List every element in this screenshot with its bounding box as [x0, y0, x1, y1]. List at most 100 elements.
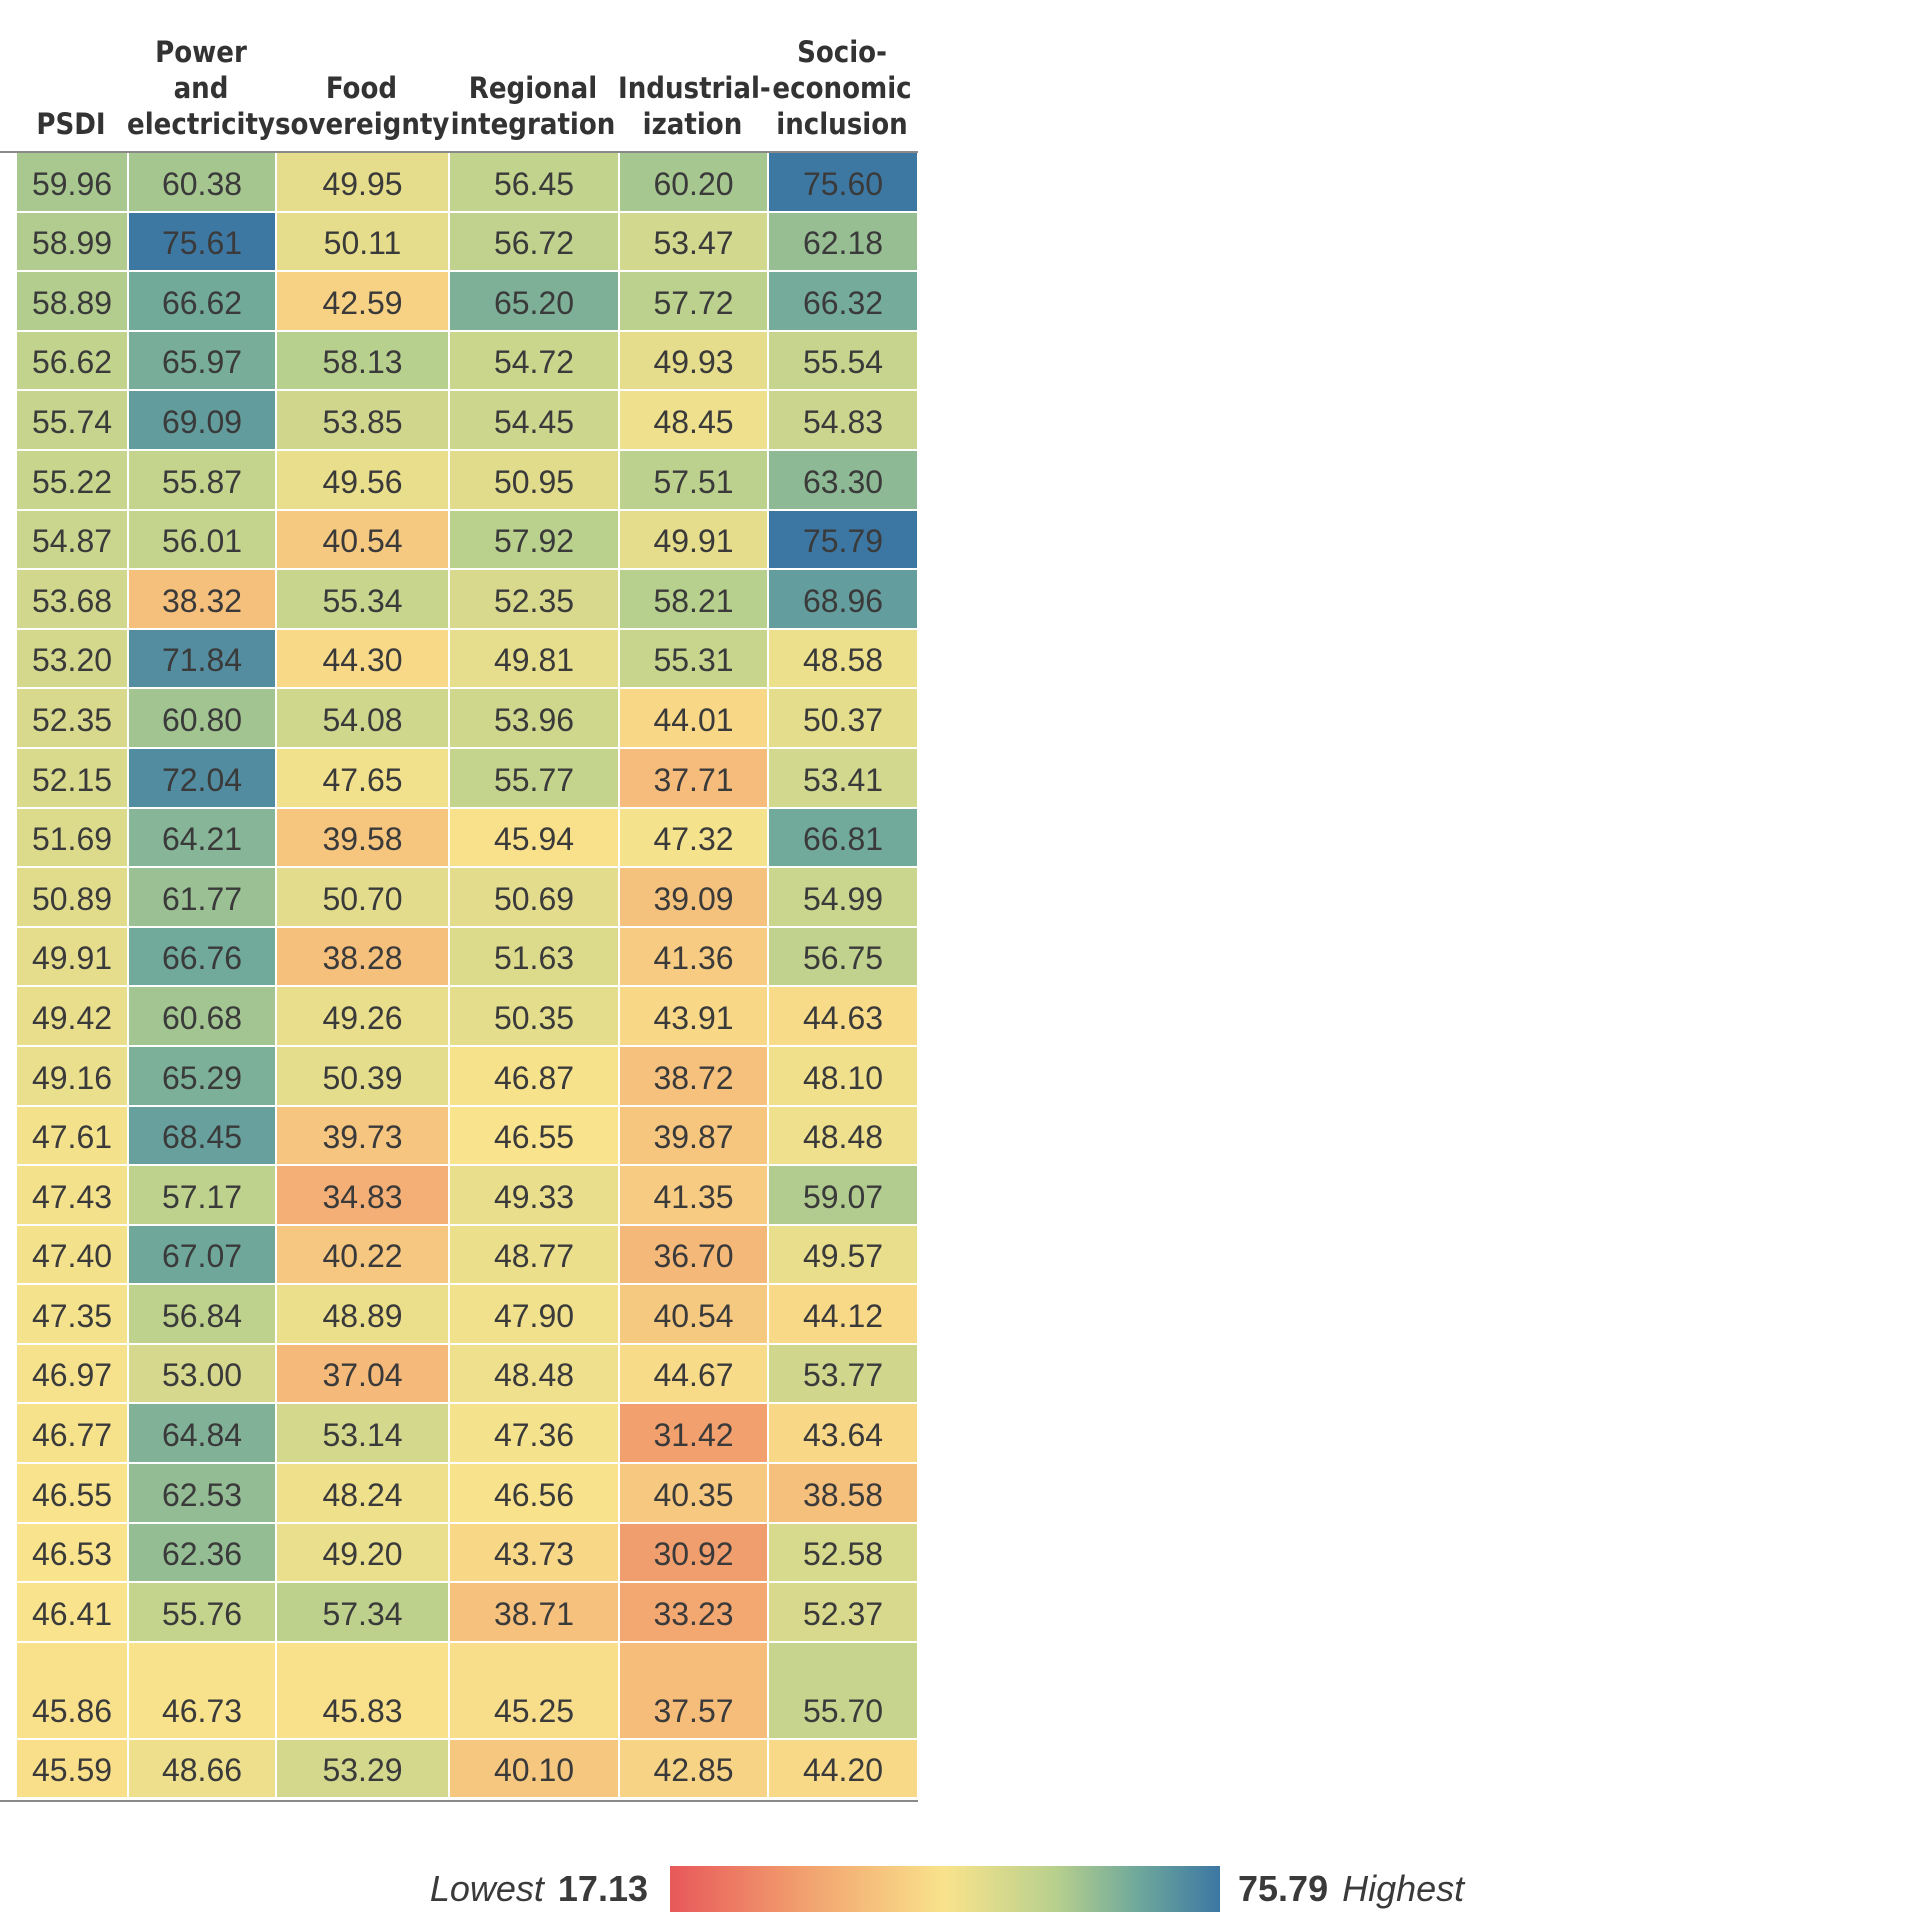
heat-cell: 39.09 — [618, 868, 767, 928]
table-row: 47.35 56.84 48.89 47.90 40.54 44.12 — [0, 1285, 918, 1345]
heat-cell: 68.96 — [767, 570, 917, 630]
heat-cell: 64.21 — [127, 808, 275, 869]
heat-cell: 47.65 — [275, 748, 448, 809]
heat-cell: 45.86 — [15, 1642, 127, 1740]
heat-cell: 30.92 — [618, 1523, 767, 1584]
heat-cell: 46.56 — [448, 1464, 618, 1524]
column-header-3: Regional integration — [450, 71, 616, 141]
heat-cell: 49.93 — [618, 331, 767, 392]
heat-cell: 44.67 — [618, 1344, 767, 1405]
heat-cell: 52.37 — [767, 1583, 917, 1643]
heat-cell: 53.77 — [767, 1344, 917, 1405]
legend-high-value: 75.79 — [1238, 1868, 1329, 1909]
heat-cell: 48.10 — [767, 1046, 917, 1107]
heat-cell: 48.77 — [448, 1225, 618, 1286]
table-row: 53.68 38.32 55.34 52.35 58.21 68.96 — [0, 570, 918, 630]
heat-cell: 55.77 — [448, 748, 618, 809]
heat-cell: 44.12 — [767, 1285, 917, 1345]
heat-cell: 45.25 — [448, 1642, 618, 1740]
heat-cell: 47.36 — [448, 1404, 618, 1465]
table-row: 56.62 65.97 58.13 54.72 49.93 55.54 — [0, 331, 918, 392]
heat-cell: 55.87 — [127, 450, 275, 511]
heat-cell: 63.30 — [767, 450, 917, 511]
legend-high-label: Highest — [1342, 1868, 1465, 1909]
heat-cell: 59.96 — [15, 153, 127, 213]
heat-cell: 68.45 — [127, 1106, 275, 1167]
heat-cell: 49.56 — [275, 450, 448, 511]
heat-cell: 49.26 — [275, 987, 448, 1047]
heat-cell: 49.20 — [275, 1523, 448, 1584]
table-row: 55.74 69.09 53.85 54.45 48.45 54.83 — [0, 391, 918, 451]
heat-cell: 45.59 — [15, 1739, 127, 1800]
heat-cell: 55.70 — [767, 1642, 917, 1740]
table-row: 58.99 75.61 50.11 56.72 53.47 62.18 — [0, 212, 918, 273]
heat-cell: 54.87 — [15, 510, 127, 571]
heat-cell: 62.18 — [767, 212, 917, 273]
heat-cell: 57.72 — [618, 272, 767, 332]
heat-cell: 50.70 — [275, 868, 448, 928]
heat-cell: 49.81 — [448, 629, 618, 690]
heat-cell: 38.28 — [275, 927, 448, 988]
heat-cell: 40.10 — [448, 1739, 618, 1800]
heat-cell: 47.35 — [15, 1285, 127, 1345]
table-row: 45.59 48.66 53.29 40.10 42.85 44.20 — [0, 1739, 918, 1800]
heat-cell: 38.72 — [618, 1046, 767, 1107]
heat-cell: 41.36 — [618, 927, 767, 988]
heat-cell: 53.41 — [767, 748, 917, 809]
heat-cell: 48.48 — [448, 1344, 618, 1405]
heat-cell: 55.34 — [275, 570, 448, 630]
heat-cell: 54.08 — [275, 689, 448, 749]
heat-cell: 47.43 — [15, 1166, 127, 1226]
color-scale-legend: Lowest 17.13 75.79 Highest — [0, 1860, 1920, 1920]
table-row: 49.42 60.68 49.26 50.35 43.91 44.63 — [0, 987, 918, 1047]
heat-cell: 54.45 — [448, 391, 618, 451]
heat-cell: 47.61 — [15, 1106, 127, 1167]
heat-cell: 52.35 — [448, 570, 618, 630]
heat-cell: 50.11 — [275, 212, 448, 273]
heat-cell: 53.96 — [448, 689, 618, 749]
table-row: 51.69 64.21 39.58 45.94 47.32 66.81 — [0, 808, 918, 869]
heat-cell: 60.80 — [127, 689, 275, 749]
table-row: 49.16 65.29 50.39 46.87 38.72 48.10 — [0, 1046, 918, 1107]
table-row: 45.86 46.73 45.83 45.25 37.57 55.70 — [0, 1642, 918, 1740]
heat-cell: 49.95 — [275, 153, 448, 213]
heat-cell: 42.85 — [618, 1739, 767, 1800]
heat-cell: 37.57 — [618, 1642, 767, 1740]
table-row: 59.96 60.38 49.95 56.45 60.20 75.60 — [0, 153, 918, 213]
heat-cell: 52.35 — [15, 689, 127, 749]
heat-cell: 44.20 — [767, 1739, 917, 1800]
heat-cell: 53.20 — [15, 629, 127, 690]
heat-cell: 50.69 — [448, 868, 618, 928]
heat-cell: 49.91 — [15, 927, 127, 988]
table-row: 46.97 53.00 37.04 48.48 44.67 53.77 — [0, 1344, 918, 1405]
heat-cell: 55.76 — [127, 1583, 275, 1643]
heat-cell: 47.40 — [15, 1225, 127, 1286]
heat-cell: 48.45 — [618, 391, 767, 451]
heat-cell: 39.58 — [275, 808, 448, 869]
heat-cell: 46.77 — [15, 1404, 127, 1465]
heat-cell: 40.54 — [275, 510, 448, 571]
heat-cell: 56.01 — [127, 510, 275, 571]
heat-cell: 50.89 — [15, 868, 127, 928]
heat-cell: 53.00 — [127, 1344, 275, 1405]
heat-cell: 66.81 — [767, 808, 917, 869]
heat-cell: 41.35 — [618, 1166, 767, 1226]
table-row: 47.43 57.17 34.83 49.33 41.35 59.07 — [0, 1166, 918, 1226]
heat-cell: 49.91 — [618, 510, 767, 571]
heat-cell: 57.92 — [448, 510, 618, 571]
column-header-5: Socio- economic inclusion — [772, 35, 912, 141]
heat-cell: 34.83 — [275, 1166, 448, 1226]
heat-cell: 49.33 — [448, 1166, 618, 1226]
heat-cell: 55.54 — [767, 331, 917, 392]
heat-cell: 58.99 — [15, 212, 127, 273]
heat-cell: 56.84 — [127, 1285, 275, 1345]
column-header-1: Power and electricity — [127, 35, 275, 141]
left-header-rule — [0, 151, 918, 153]
heat-cell: 46.73 — [127, 1642, 275, 1740]
heat-cell: 43.91 — [618, 987, 767, 1047]
heat-cell: 62.36 — [127, 1523, 275, 1584]
heat-cell: 61.77 — [127, 868, 275, 928]
heat-cell: 39.87 — [618, 1106, 767, 1167]
heat-cell: 47.32 — [618, 808, 767, 869]
heat-cell: 60.38 — [127, 153, 275, 213]
